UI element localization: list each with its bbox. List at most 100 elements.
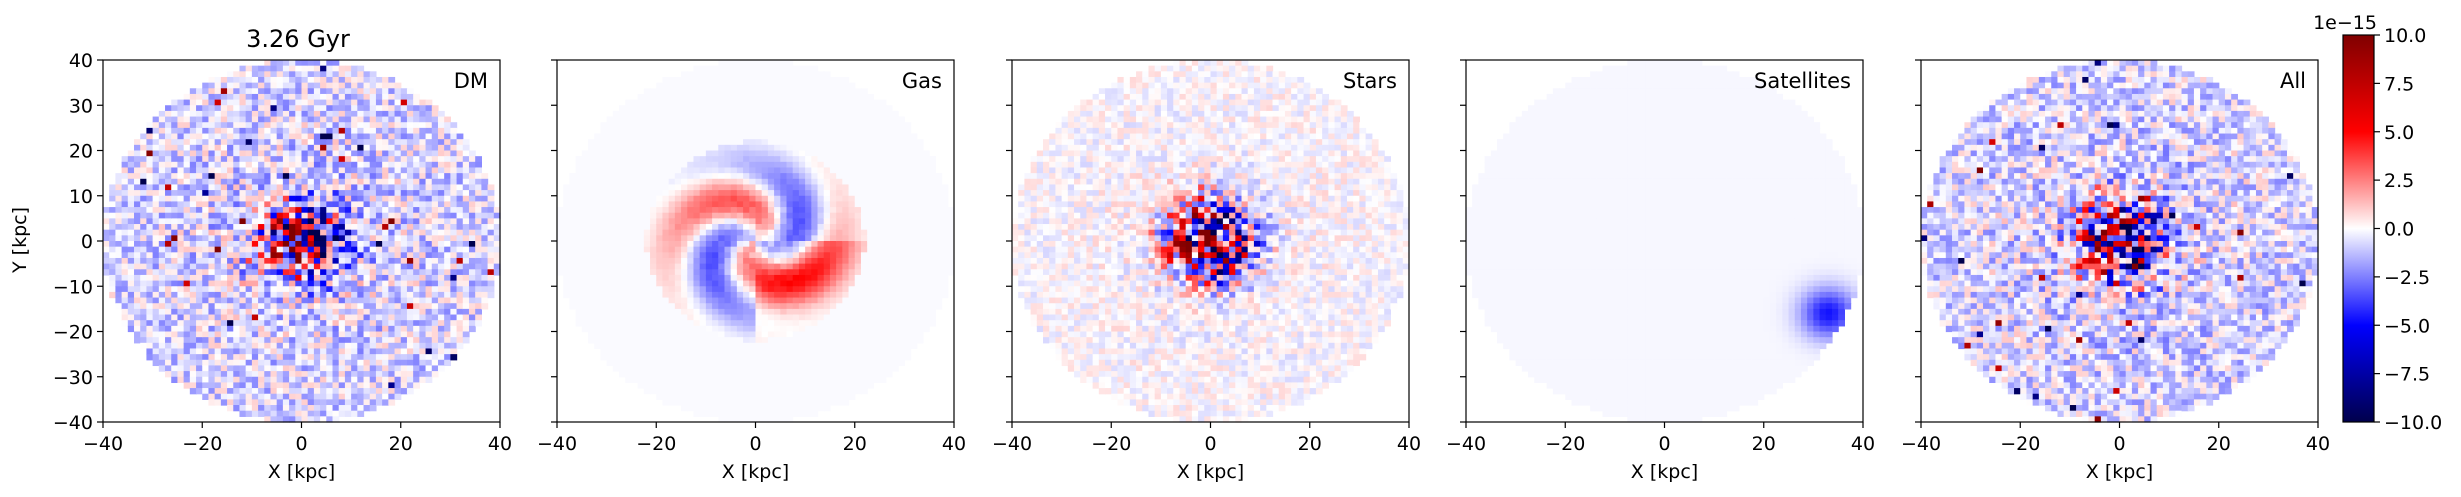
heatmap-cell	[196, 99, 203, 106]
heatmap-cell	[307, 320, 315, 327]
heatmap-cell	[736, 139, 744, 146]
heatmap-cell	[264, 207, 272, 214]
heatmap-cell	[171, 139, 179, 146]
heatmap-cell	[462, 201, 470, 208]
heatmap-cell	[493, 235, 501, 242]
heatmap-cell	[363, 122, 371, 129]
heatmap-cell	[712, 269, 719, 276]
heatmap-cell	[276, 156, 284, 163]
heatmap-cell	[699, 342, 707, 350]
heatmap-cell	[724, 60, 732, 67]
heatmap-cell	[202, 354, 210, 361]
heatmap-cell	[245, 173, 253, 180]
heatmap-cell	[462, 195, 470, 203]
heatmap-cell	[588, 274, 595, 282]
heatmap-cell	[165, 257, 172, 265]
heatmap-cell	[600, 161, 608, 169]
heatmap-cell	[220, 388, 228, 395]
heatmap-cell	[730, 246, 738, 253]
heatmap-cell	[444, 303, 451, 310]
heatmap-cell	[171, 122, 179, 129]
heatmap-cell	[413, 235, 420, 242]
heatmap-cell	[643, 212, 651, 219]
heatmap-cell	[208, 195, 216, 203]
heatmap-cell	[189, 354, 197, 361]
heatmap-cell	[189, 263, 197, 270]
heatmap-cell	[103, 224, 110, 231]
heatmap-cell	[413, 127, 420, 135]
heatmap-cell	[575, 235, 583, 242]
heatmap-cell	[313, 325, 321, 333]
heatmap-cell	[456, 257, 464, 265]
heatmap-cell	[357, 178, 365, 186]
heatmap-cell	[674, 269, 682, 276]
heatmap-cell	[662, 110, 670, 118]
heatmap-cell	[712, 314, 719, 321]
heatmap-cell	[612, 173, 620, 180]
heatmap-cell	[233, 257, 241, 265]
heatmap-cell	[307, 76, 315, 84]
heatmap-cell	[394, 212, 402, 219]
heatmap-cell	[220, 167, 228, 174]
heatmap-cell	[258, 410, 265, 417]
heatmap-cell	[718, 99, 726, 106]
heatmap-cell	[338, 246, 346, 253]
heatmap-cell	[569, 241, 577, 248]
heatmap-cell	[289, 201, 296, 208]
heatmap-cell	[276, 246, 284, 253]
heatmap-cell	[295, 308, 303, 316]
heatmap-cell	[171, 110, 179, 118]
heatmap-cell	[375, 263, 383, 270]
heatmap-cell	[357, 99, 365, 106]
heatmap-cell	[400, 156, 408, 163]
heatmap-cell	[650, 280, 657, 287]
heatmap-cell	[214, 359, 222, 367]
heatmap-cell	[369, 280, 377, 287]
heatmap-cell	[202, 303, 210, 310]
heatmap-cell	[375, 190, 383, 197]
heatmap-cell	[400, 184, 408, 191]
heatmap-cell	[196, 116, 203, 123]
heatmap-cell	[276, 133, 284, 140]
heatmap-cell	[351, 393, 358, 400]
heatmap-cell	[227, 280, 234, 287]
heatmap-cell	[332, 184, 340, 191]
heatmap-cell	[724, 156, 732, 163]
heatmap-cell	[375, 331, 383, 338]
heatmap-cell	[282, 156, 290, 163]
heatmap-cell	[363, 399, 371, 406]
heatmap-cell	[189, 122, 197, 129]
heatmap-cell	[425, 274, 433, 282]
heatmap-cell	[171, 337, 179, 344]
heatmap-cell	[674, 241, 682, 248]
heatmap-cell	[208, 376, 216, 384]
heatmap-cell	[681, 331, 688, 338]
heatmap-cell	[233, 314, 241, 321]
heatmap-cell	[239, 354, 247, 361]
heatmap-cell	[749, 280, 757, 287]
heatmap-cell	[619, 359, 626, 367]
heatmap-cell	[363, 388, 371, 395]
heatmap-cell	[662, 88, 670, 95]
heatmap-cell	[588, 314, 595, 321]
heatmap-cell	[227, 286, 234, 293]
heatmap-cell	[594, 184, 602, 191]
heatmap-cell	[369, 178, 377, 186]
heatmap-cell	[394, 388, 402, 395]
heatmap-cell	[631, 280, 639, 287]
heatmap-cell	[171, 173, 179, 180]
heatmap-cell	[394, 371, 402, 378]
heatmap-cell	[419, 263, 427, 270]
heatmap-cell	[202, 280, 210, 287]
heatmap-cell	[282, 325, 290, 333]
heatmap-cell	[276, 303, 284, 310]
heatmap-cell	[425, 116, 433, 123]
heatmap-cell	[363, 274, 371, 282]
heatmap-cell	[563, 201, 570, 208]
heatmap-cell	[183, 116, 191, 123]
heatmap-cell	[134, 257, 141, 265]
heatmap-cell	[171, 133, 179, 140]
heatmap-cell	[214, 122, 222, 129]
heatmap-cell	[413, 184, 420, 191]
heatmap-cell	[425, 144, 433, 152]
